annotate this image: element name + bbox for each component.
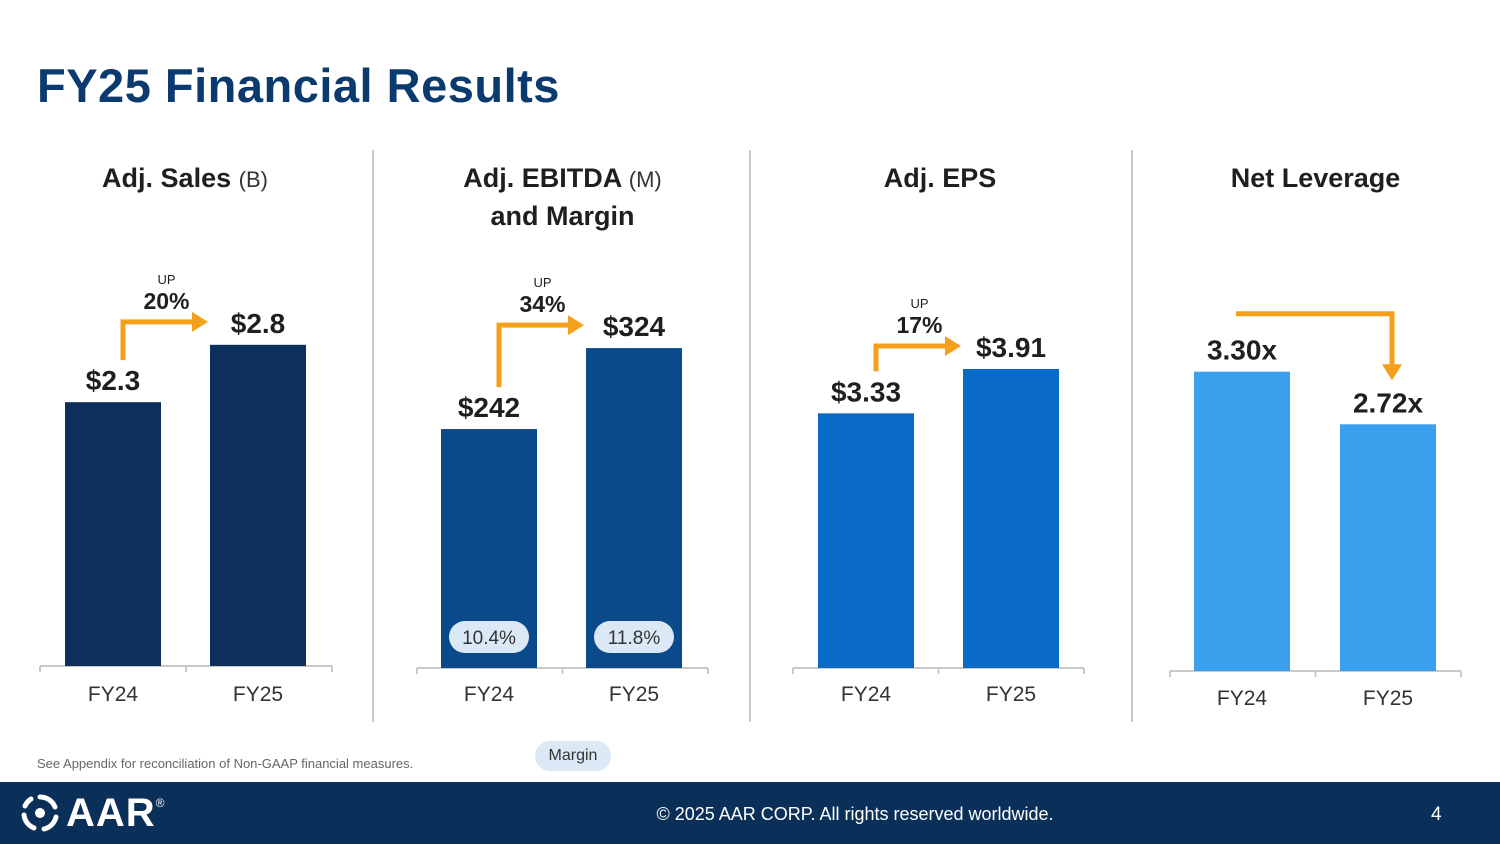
growth-arrow-line [120, 319, 194, 361]
x-tick-label: FY25 [233, 683, 283, 706]
bar-fy25 [963, 369, 1059, 668]
growth-arrow-head [945, 336, 961, 356]
margin-pill [449, 621, 529, 653]
x-tick-label: FY25 [1363, 687, 1413, 710]
margin-pill-label: 11.8% [608, 628, 661, 649]
margin-legend: Margin [535, 741, 611, 771]
bar-value-label: $242 [458, 392, 520, 423]
panel-title-text: Net Leverage [1230, 163, 1401, 193]
bar-value-label: 3.30x [1207, 335, 1277, 366]
x-tick-label: FY25 [609, 683, 659, 706]
panel-title-text-line2: and Margin [490, 201, 635, 231]
bar-value-label: $2.8 [231, 308, 286, 339]
non-gaap-note: See Appendix for reconciliation of Non-G… [37, 756, 414, 771]
aar-logo: AAR ® [20, 790, 165, 835]
panel-title-eps: Adj. EPS [790, 160, 1090, 196]
x-tick-label: FY25 [986, 683, 1036, 706]
panel-divider [1131, 150, 1133, 722]
bar-value-label: $324 [603, 311, 666, 342]
bar-value-label: 2.72x [1353, 387, 1423, 418]
bar-fy25 [210, 344, 306, 666]
bar-value-label: $3.33 [831, 376, 901, 407]
registered-mark: ® [155, 796, 165, 810]
growth-arrow-line [496, 322, 570, 388]
growth-arrow-word: UP [157, 272, 175, 287]
margin-pill-label: 10.4% [462, 628, 516, 649]
panel-title-leverage: Net Leverage [1168, 160, 1463, 196]
growth-arrow-head [568, 315, 584, 336]
growth-arrow-pct: 17% [896, 312, 942, 338]
panel-title-unit: (B) [238, 167, 268, 192]
growth-arrow-word: UP [910, 296, 928, 311]
page-title: FY25 Financial Results [37, 59, 560, 112]
panel-divider [749, 150, 751, 722]
copyright-text: © 2025 AAR CORP. All rights reserved wor… [656, 804, 1054, 824]
panel-title-text: Adj. EBITDA [463, 163, 622, 193]
growth-arrow-pct: 20% [143, 288, 189, 314]
bar-fy24 [1194, 371, 1290, 671]
aar-logo-text: AAR [66, 790, 156, 835]
growth-arrow-line [873, 343, 947, 372]
footer-bar: AAR ® © 2025 AAR CORP. All rights reserv… [0, 782, 1500, 844]
panel-title-sales: Adj. Sales (B) [40, 160, 330, 198]
panel-title-unit: (M) [628, 167, 662, 192]
bar-value-label: $2.3 [86, 365, 141, 396]
decline-arrow-head [1382, 364, 1402, 381]
bar-fy25 [586, 348, 682, 668]
bar-fy24 [65, 402, 161, 666]
bar-value-label: $3.91 [976, 332, 1046, 363]
aar-logo-icon [21, 794, 59, 832]
panel-divider [372, 150, 374, 722]
bar-fy24 [818, 413, 914, 668]
x-tick-label: FY24 [464, 683, 515, 706]
x-tick-label: FY24 [841, 683, 892, 706]
decline-arrow-line [1236, 311, 1395, 367]
margin-pill [594, 621, 674, 653]
bar-fy25 [1340, 424, 1436, 671]
panel-title-text: Adj. Sales [102, 163, 232, 193]
page-number: 4 [1431, 804, 1442, 825]
x-tick-label: FY24 [88, 683, 139, 706]
growth-arrow-pct: 34% [519, 291, 565, 317]
panel-title-ebitda: Adj. EBITDA (M) and Margin [410, 160, 715, 234]
x-tick-label: FY24 [1217, 687, 1268, 710]
growth-arrow-head [192, 311, 208, 332]
panel-title-text: Adj. EPS [883, 163, 997, 193]
growth-arrow-word: UP [533, 275, 551, 290]
